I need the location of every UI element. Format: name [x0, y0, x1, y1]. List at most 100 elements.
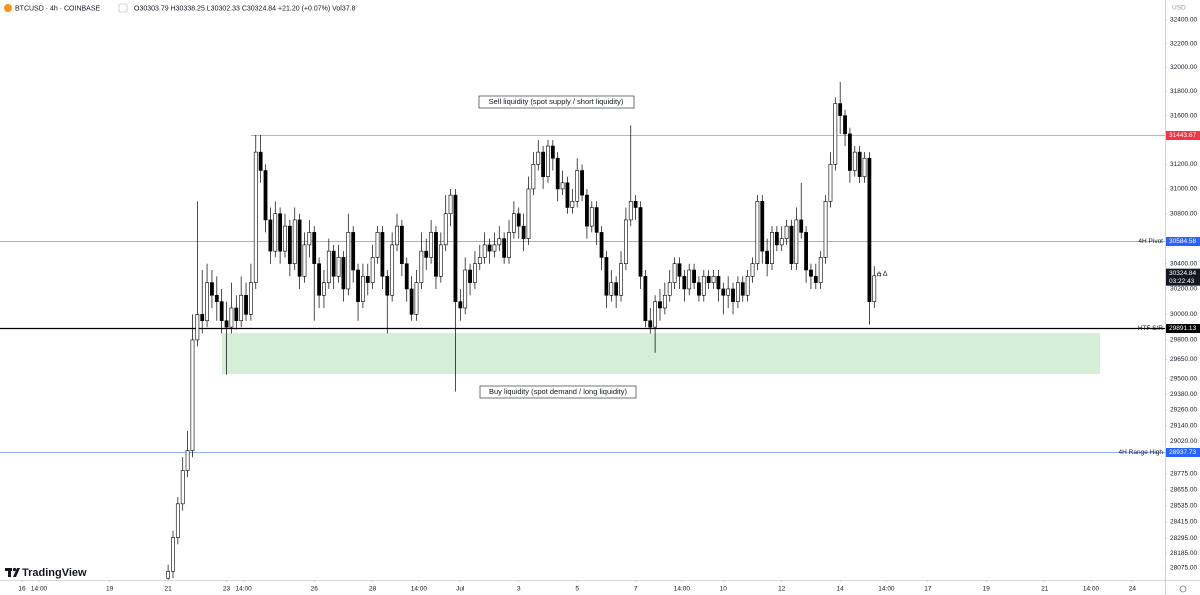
y-tick-label: 29380.00: [1170, 391, 1197, 398]
candle-body: [677, 263, 682, 277]
candle-body: [336, 257, 341, 277]
y-tick-label: 28655.00: [1170, 487, 1197, 494]
level-price-tag: [1166, 324, 1200, 333]
y-tick-label: 28415.00: [1170, 519, 1197, 526]
x-tick-label: 14:00: [235, 586, 252, 593]
x-tick-label: 10: [720, 586, 728, 593]
candle-body: [575, 170, 580, 202]
candle-body: [317, 263, 321, 296]
x-tick-label: 16: [18, 586, 26, 593]
y-tick-label: 30400.00: [1170, 260, 1197, 267]
level-name: 4H Pivot: [1138, 238, 1163, 245]
candle-body: [273, 213, 278, 252]
candle-body: [307, 232, 312, 246]
candle-body: [833, 103, 838, 165]
candle-body: [253, 151, 258, 283]
candle-body: [740, 282, 745, 296]
candle-body: [809, 269, 813, 277]
candle-body: [818, 257, 823, 283]
candle-body: [755, 201, 760, 264]
y-tick-label: 29800.00: [1170, 337, 1197, 344]
candle-body: [716, 276, 721, 290]
candle-body: [244, 294, 248, 315]
x-tick-label: 14:00: [674, 586, 691, 593]
settings-icon[interactable]: [1179, 585, 1187, 593]
candle-body: [614, 282, 619, 296]
candle-body: [190, 339, 195, 451]
candle-body: [175, 503, 180, 538]
candle-body: [794, 219, 799, 264]
candle-body: [658, 301, 662, 309]
candle-body: [852, 151, 857, 171]
candle-body: [662, 294, 667, 309]
level-price-label: 28937.73: [1169, 449, 1196, 456]
candle-body: [365, 276, 370, 283]
candle-body: [239, 294, 244, 322]
y-tick-label: 31200.00: [1170, 161, 1197, 168]
candle-body: [346, 232, 351, 290]
y-tick-label: 29260.00: [1170, 407, 1197, 414]
level-price-tag: [1166, 448, 1200, 457]
candle-body: [185, 450, 190, 471]
candle-body: [404, 263, 409, 290]
x-tick-label: Jul: [456, 586, 465, 593]
candle-body: [214, 294, 219, 302]
y-tick-label: 32000.00: [1170, 64, 1197, 71]
countdown-label: 03:22:43: [1169, 278, 1195, 285]
candle-body: [385, 276, 390, 296]
candle-body: [823, 201, 828, 258]
candle-body: [361, 276, 365, 302]
candle-body: [789, 225, 794, 264]
candle-body: [268, 219, 273, 252]
candle-body: [370, 257, 375, 283]
y-tick-label: 32200.00: [1170, 40, 1197, 47]
candle-body: [692, 269, 696, 283]
candle-body: [463, 269, 468, 309]
candle-body: [263, 170, 268, 221]
candle-body: [867, 157, 872, 302]
candle-body: [697, 282, 701, 296]
candle-body: [171, 537, 175, 572]
candle-body: [516, 213, 521, 227]
last-price-label: 30324.84: [1169, 270, 1196, 277]
candle-body: [609, 282, 614, 296]
x-tick-label: 24: [1129, 586, 1137, 593]
candle-body: [380, 232, 385, 277]
candle-body: [648, 320, 653, 328]
candle-body: [521, 225, 526, 239]
candle-body: [580, 170, 584, 196]
y-tick-label: 31800.00: [1170, 88, 1197, 95]
buy-liquidity-label: Buy liquidity (spot demand / long liquid…: [489, 387, 627, 396]
candle-body: [351, 232, 356, 271]
x-tick-label: 14:00: [411, 586, 428, 593]
x-tick-label: 28: [369, 586, 377, 593]
candle-body: [414, 282, 419, 315]
candle-body: [843, 115, 847, 135]
x-tick-label: 21: [1041, 586, 1049, 593]
candle-body: [502, 238, 507, 258]
x-tick-label: 19: [983, 586, 991, 593]
candle-body: [511, 213, 516, 233]
y-tick-label: 29020.00: [1170, 438, 1197, 445]
candle-body: [458, 301, 463, 309]
y-tick-label: 32400.00: [1170, 17, 1197, 24]
x-tick-label: 21: [164, 586, 172, 593]
sell-liquidity-box: [478, 95, 635, 109]
level-price-label: 30584.58: [1169, 238, 1196, 245]
candle-body: [570, 201, 575, 208]
candle-body: [219, 301, 224, 322]
favorite-icon[interactable]: [118, 3, 128, 13]
candle-body: [205, 282, 209, 322]
candle-body: [258, 151, 263, 171]
logo-dot: [12, 567, 17, 572]
candle-body: [633, 201, 638, 208]
candle-body: [585, 194, 589, 227]
candle-body: [560, 182, 565, 190]
candle-body: [546, 145, 550, 177]
candle-body: [838, 103, 843, 116]
y-tick-label: 28185.00: [1170, 550, 1197, 557]
last-price-tag: [1166, 268, 1200, 286]
zone-layer: [222, 333, 1100, 374]
